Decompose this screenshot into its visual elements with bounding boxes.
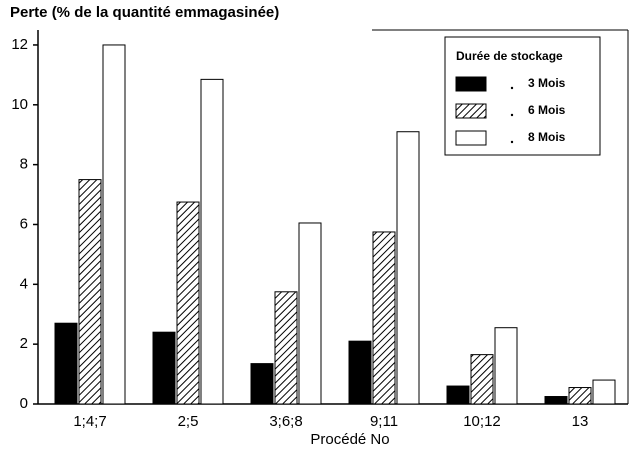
x-tick-label: 9;11 xyxy=(370,413,398,430)
bar xyxy=(54,322,78,405)
legend-title: Durée de stockage xyxy=(456,49,563,63)
bar xyxy=(298,222,322,405)
legend-swatch xyxy=(455,130,487,146)
bar xyxy=(78,179,102,405)
bar xyxy=(592,379,616,405)
y-tick-label: 8 xyxy=(20,156,28,173)
y-tick-label: 4 xyxy=(20,275,28,292)
bar xyxy=(250,363,274,405)
bar xyxy=(470,354,494,405)
legend-dot xyxy=(510,113,514,117)
x-tick-label: 2;5 xyxy=(178,413,199,430)
bar xyxy=(152,331,176,405)
x-tick-label: 3;6;8 xyxy=(269,413,302,430)
y-tick-label: 10 xyxy=(11,96,28,113)
bar xyxy=(176,201,200,405)
legend-dot xyxy=(510,140,514,144)
legend-dot xyxy=(510,86,514,90)
legend-label: 3 Mois xyxy=(528,76,566,90)
y-tick-label: 6 xyxy=(20,215,28,232)
x-tick-label: 13 xyxy=(572,413,589,430)
bar xyxy=(446,385,470,405)
legend-swatch xyxy=(455,103,487,119)
x-tick-label: 10;12 xyxy=(463,413,501,430)
y-tick-label: 12 xyxy=(11,36,28,53)
bar xyxy=(396,131,420,405)
x-axis-title: Procédé No xyxy=(310,431,389,448)
bar xyxy=(348,340,372,405)
bar xyxy=(372,231,396,405)
y-tick-label: 2 xyxy=(20,335,28,352)
x-tick-label: 1;4;7 xyxy=(73,413,106,430)
bar xyxy=(200,78,224,405)
chart-title: Perte (% de la quantité emmagasinée) xyxy=(10,4,279,21)
bar xyxy=(544,396,568,405)
legend-swatch xyxy=(455,76,487,92)
y-tick-label: 0 xyxy=(20,395,28,412)
bar xyxy=(274,291,298,405)
legend-label: 6 Mois xyxy=(528,103,566,117)
legend-label: 8 Mois xyxy=(528,130,566,144)
bar xyxy=(568,387,592,405)
bar xyxy=(494,327,518,405)
bar xyxy=(102,44,126,405)
